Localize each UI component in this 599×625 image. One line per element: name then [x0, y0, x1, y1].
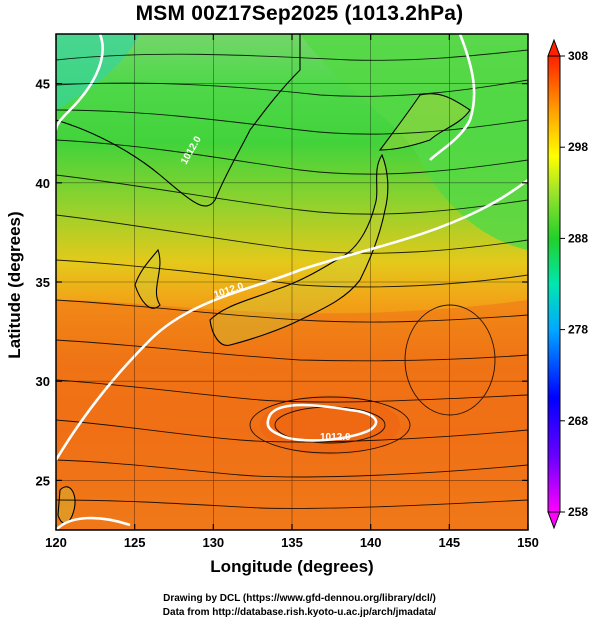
colorbar-tick-label: 288 [568, 231, 588, 245]
colorbar: 308 298 288 278 268 258 [547, 38, 588, 530]
colorbar-tick-label: 298 [568, 140, 588, 154]
x-tick-label: 125 [124, 535, 146, 550]
x-tick-label: 145 [438, 535, 460, 550]
colorbar-tick-label: 308 [568, 49, 588, 63]
y-tick-label: 35 [36, 275, 50, 290]
colorbar-tick-label: 258 [568, 505, 588, 519]
y-tick-label: 40 [36, 176, 50, 191]
colorbar-tick-label: 268 [568, 414, 588, 428]
coastlines [56, 34, 471, 524]
map-grid [56, 34, 528, 530]
y-tick-label: 25 [36, 473, 50, 488]
x-tick-label: 120 [45, 535, 67, 550]
credit-line-2: Data from http://database.rish.kyoto-u.a… [162, 607, 437, 618]
x-tick-label: 130 [202, 535, 224, 550]
x-axis: 120 125 130 135 140 145 150 [45, 34, 539, 550]
y-tick-label: 30 [36, 374, 50, 389]
x-tick-label: 150 [517, 535, 539, 550]
x-axis-label: Longitude (degrees) [210, 557, 374, 576]
credit-line-1: Drawing by DCL (https://www.gfd-dennou.o… [163, 593, 436, 604]
y-axis-label: Latitude (degrees) [5, 211, 24, 359]
wind-streamlines [56, 49, 528, 509]
pressure-contours [56, 34, 528, 530]
x-tick-label: 140 [360, 535, 382, 550]
contour-label-2: 1012.0 [320, 432, 351, 443]
chart-title: MSM 00Z17Sep2025 (1013.2hPa) [135, 2, 464, 25]
y-axis: 25 30 35 40 45 [36, 77, 528, 488]
x-tick-label: 135 [281, 535, 303, 550]
colorbar-tick-label: 278 [568, 323, 588, 337]
y-tick-label: 45 [36, 77, 50, 92]
